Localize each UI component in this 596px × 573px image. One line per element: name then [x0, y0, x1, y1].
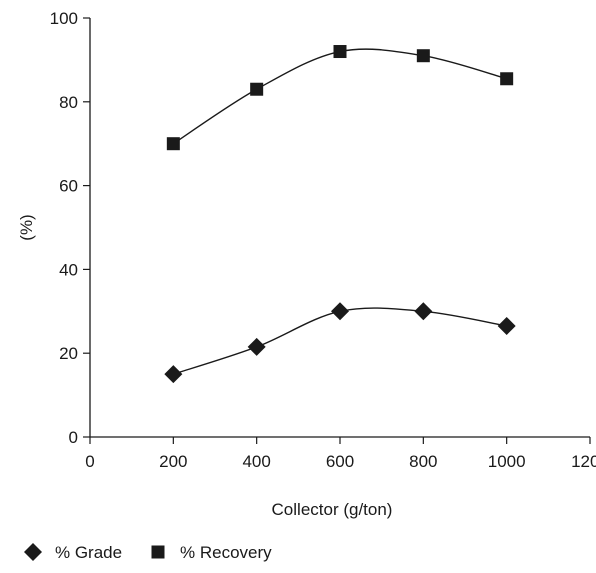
data-point-diamond: [331, 302, 349, 321]
data-point-square: [416, 49, 430, 63]
y-tick-label: 80: [59, 93, 78, 112]
y-tick-label: 0: [69, 428, 78, 447]
legend-marker-square: [151, 545, 165, 559]
data-point-square: [250, 82, 264, 96]
tick-marks: [83, 17, 591, 444]
y-tick-label: 20: [59, 344, 78, 363]
legend-marker-diamond: [24, 543, 42, 561]
legend-label: % Grade: [55, 543, 122, 562]
y-tick-label: 100: [50, 9, 78, 28]
x-tick-label: 400: [242, 452, 270, 471]
x-tick-label: 800: [409, 452, 437, 471]
data-markers: [164, 45, 516, 384]
series-lines: [172, 48, 507, 375]
x-tick-label: 600: [326, 452, 354, 471]
data-point-diamond: [164, 365, 183, 384]
x-tick-label: 0: [85, 452, 94, 471]
legend-label: % Recovery: [180, 543, 272, 562]
y-tick-label: 60: [59, 177, 78, 196]
x-tick-label: 1000: [488, 452, 526, 471]
data-point-diamond: [497, 316, 516, 335]
data-point-square: [500, 72, 514, 86]
y-tick-label: 40: [59, 260, 78, 279]
data-point-diamond: [247, 337, 266, 356]
y-axis-title: (%): [17, 214, 36, 240]
x-tick-label: 200: [159, 452, 187, 471]
x-axis-title: Collector (g/ton): [272, 500, 393, 519]
data-point-diamond: [414, 302, 433, 321]
series-line-1: [172, 48, 507, 145]
data-point-square: [166, 137, 180, 151]
legend: % Grade % Recovery: [24, 543, 272, 562]
data-point-square: [333, 45, 347, 59]
